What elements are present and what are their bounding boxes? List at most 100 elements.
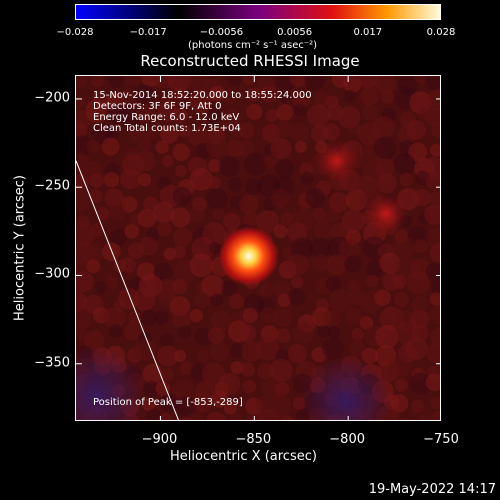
- background-blob: [388, 357, 410, 379]
- background-blob: [230, 412, 243, 420]
- background-blob: [270, 188, 290, 208]
- background-blob: [209, 341, 230, 362]
- colorbar-unit: (photons cm⁻² s⁻¹ asec⁻²): [188, 40, 318, 51]
- background-blob: [170, 207, 191, 228]
- background-blob: [275, 159, 295, 179]
- background-blob: [208, 176, 221, 190]
- background-blob: [95, 207, 110, 221]
- background-blob: [104, 188, 124, 208]
- background-blob: [177, 124, 191, 138]
- x-tick-label: −850: [235, 432, 272, 447]
- background-blob: [85, 98, 110, 123]
- background-blob: [128, 125, 145, 142]
- background-blob: [206, 188, 228, 210]
- background-blob: [277, 293, 291, 308]
- peak-source: [218, 226, 279, 287]
- background-blob: [76, 76, 88, 89]
- colorbar-tick-label: 0.028: [426, 27, 456, 38]
- background-blob: [134, 150, 156, 172]
- background-blob: [313, 91, 329, 107]
- background-blob: [287, 343, 308, 364]
- background-blob: [338, 239, 361, 261]
- background-blob: [357, 76, 379, 89]
- annotation-energy-range: Energy Range: 6.0 - 12.0 keV: [93, 112, 240, 123]
- colorbar-tick-label: −0.0056: [199, 27, 244, 38]
- background-blob: [424, 107, 440, 127]
- background-blob: [256, 210, 280, 234]
- background-blob: [142, 125, 157, 140]
- background-blob: [174, 164, 188, 178]
- background-blob: [189, 206, 206, 223]
- background-blob: [160, 125, 179, 144]
- background-blob: [392, 275, 407, 289]
- background-blob: [83, 329, 105, 351]
- background-blob: [322, 337, 344, 360]
- background-blob: [290, 275, 304, 289]
- background-blob: [243, 76, 256, 86]
- background-blob: [257, 408, 280, 420]
- background-blob: [255, 396, 271, 412]
- background-blob: [132, 287, 156, 311]
- background-blob: [244, 152, 267, 176]
- annotation-clean-counts: Clean Total counts: 1.73E+04: [93, 123, 241, 134]
- timestamp: 19-May-2022 14:17: [368, 482, 496, 497]
- background-blob: [223, 212, 241, 231]
- background-blob: [138, 173, 152, 187]
- background-blob: [425, 76, 440, 91]
- background-blob: [189, 90, 212, 113]
- background-blob: [110, 228, 128, 246]
- secondary-source: [314, 138, 359, 183]
- colorbar-tick-label: 0.0056: [277, 27, 313, 38]
- background-blob: [160, 367, 174, 382]
- background-blob: [351, 328, 364, 341]
- background-blob: [429, 243, 440, 263]
- x-tick-label: −750: [423, 432, 459, 447]
- background-blob: [411, 295, 429, 313]
- y-axis-label: Heliocentric Y (arcsec): [12, 175, 28, 321]
- background-blob: [374, 289, 391, 306]
- background-blob: [411, 324, 429, 342]
- background-blob: [134, 84, 155, 105]
- background-blob: [429, 292, 440, 306]
- background-blob: [194, 328, 213, 346]
- background-blob: [210, 293, 224, 307]
- background-blob: [280, 415, 294, 420]
- background-blob: [245, 178, 262, 195]
- background-blob: [274, 308, 293, 328]
- background-blob: [429, 410, 440, 420]
- background-blob: [256, 337, 280, 361]
- background-blob: [375, 325, 399, 349]
- background-blob: [185, 412, 205, 420]
- background-blob: [76, 309, 93, 329]
- background-blob: [243, 211, 259, 227]
- background-blob: [172, 186, 192, 206]
- background-blob: [158, 412, 173, 420]
- background-blob: [426, 227, 440, 249]
- background-blob: [429, 143, 440, 157]
- background-blob: [322, 123, 340, 141]
- y-tick-label: −350: [34, 355, 70, 371]
- background-blob: [305, 188, 326, 208]
- background-blob: [172, 278, 188, 295]
- background-blob: [179, 361, 194, 375]
- background-blob: [260, 85, 278, 103]
- background-blob: [230, 361, 244, 375]
- background-blob: [317, 325, 330, 338]
- background-blob: [156, 345, 179, 367]
- background-blob: [205, 135, 228, 158]
- background-blob: [173, 86, 187, 100]
- background-blob: [326, 254, 348, 276]
- background-blob: [89, 173, 105, 188]
- background-blob: [427, 89, 440, 111]
- background-blob: [101, 137, 120, 156]
- background-blob: [219, 156, 240, 177]
- background-blob: [288, 288, 306, 306]
- background-blob: [209, 85, 225, 102]
- colorbar-tick-label: −0.028: [56, 27, 94, 38]
- y-tick-label: −250: [34, 178, 70, 194]
- background-blob: [167, 76, 191, 93]
- background-blob: [189, 253, 214, 278]
- background-blob: [276, 104, 294, 121]
- background-blob: [104, 275, 118, 289]
- background-blob: [312, 207, 326, 221]
